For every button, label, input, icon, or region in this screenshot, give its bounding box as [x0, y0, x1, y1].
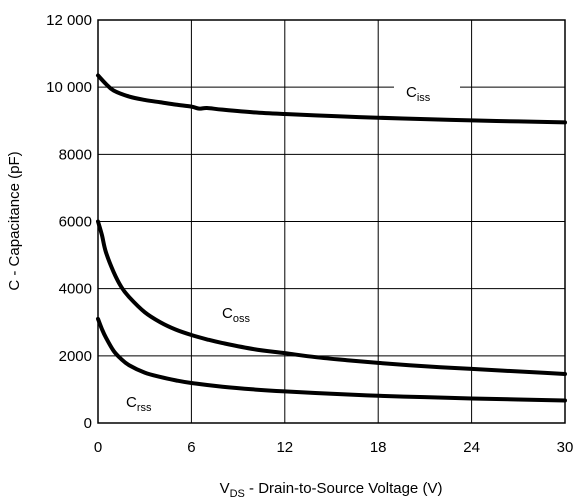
y-axis-label: C - Capacitance (pF) — [6, 151, 23, 290]
y-tick-label: 0 — [84, 415, 92, 432]
coss-label: Coss — [222, 305, 250, 325]
y-tick-label: 10 000 — [46, 79, 92, 96]
x-tick-label: 6 — [187, 439, 195, 456]
y-tick-label: 2000 — [59, 348, 92, 365]
tick-labels: 0 6 12 18 24 30 0 2000 4000 6000 8000 10 000 12 000 — [46, 12, 573, 456]
ciss-label-bg — [394, 75, 460, 109]
crss-label: Crss — [126, 394, 152, 414]
series-line-oss — [96, 219, 567, 376]
plot-frame — [97, 19, 566, 424]
y-tick-label: 6000 — [59, 214, 92, 231]
y-tick-label: 4000 — [59, 281, 92, 298]
grid-lines — [98, 20, 565, 423]
series-line-rss — [96, 316, 567, 403]
x-tick-label: 30 — [557, 439, 574, 456]
ciss-label: Ciss — [406, 84, 431, 104]
y-tick-label: 8000 — [59, 146, 92, 163]
series-line-iss — [96, 73, 567, 125]
x-axis-label: VDS - Drain-to-Source Voltage (V) — [220, 480, 443, 500]
x-tick-label: 24 — [463, 439, 480, 456]
x-tick-label: 0 — [94, 439, 102, 456]
series-label-ciss: Ciss — [394, 75, 460, 109]
y-tick-label: 12 000 — [46, 12, 92, 29]
series-curves — [96, 73, 567, 403]
x-tick-label: 12 — [276, 439, 293, 456]
x-tick-label: 18 — [370, 439, 387, 456]
